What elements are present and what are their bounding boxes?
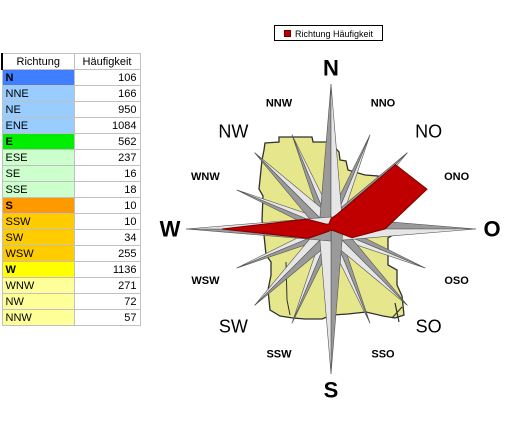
- compass-label-SO: SO: [416, 317, 442, 337]
- frequency-cell: 16: [73, 165, 141, 182]
- direction-cell: ESE: [1, 149, 75, 166]
- direction-cell: SE: [1, 165, 75, 182]
- header-frequency: Häufigkeit: [73, 53, 141, 70]
- frequency-cell: 271: [73, 277, 141, 294]
- table-header-row: Richtung Häufigkeit: [1, 53, 141, 70]
- direction-cell: W: [1, 261, 75, 278]
- table-row: SSW 10: [1, 213, 141, 230]
- compass-label-W: W: [160, 217, 181, 242]
- frequency-cell: 1084: [73, 117, 141, 134]
- frequency-cell: 237: [73, 149, 141, 166]
- frequency-cell: 1136: [73, 261, 141, 278]
- frequency-cell: 255: [73, 245, 141, 262]
- table-row: WNW 271: [1, 277, 141, 294]
- compass-label-SSW: SSW: [266, 349, 292, 361]
- compass-label-S: S: [324, 378, 339, 403]
- compass-label-O: O: [483, 217, 500, 242]
- compass-label-NNO: NNO: [371, 97, 396, 109]
- compass-label-WNW: WNW: [191, 171, 220, 183]
- table-row: WSW 255: [1, 245, 141, 262]
- compass-label-WSW: WSW: [191, 275, 220, 287]
- frequency-cell: 18: [73, 181, 141, 198]
- table-row: E 562: [1, 133, 141, 150]
- table-row: ESE 237: [1, 149, 141, 166]
- frequency-cell: 106: [73, 69, 141, 86]
- frequency-cell: 10: [73, 213, 141, 230]
- legend-swatch: [284, 30, 291, 37]
- compass-label-NW: NW: [218, 121, 248, 141]
- table-row: NNW 57: [1, 309, 141, 326]
- compass-label-ONO: ONO: [444, 171, 470, 183]
- compass-label-SSO: SSO: [371, 349, 395, 361]
- table-row: SSE 18: [1, 181, 141, 198]
- table-row: NE 950: [1, 101, 141, 118]
- frequency-polygon: [222, 163, 428, 239]
- direction-cell: NNE: [1, 85, 75, 102]
- table-row: S 10: [1, 197, 141, 214]
- table-row: NW 72: [1, 293, 141, 310]
- direction-cell: E: [1, 133, 75, 150]
- direction-cell: N: [1, 69, 75, 86]
- direction-cell: NW: [1, 293, 75, 310]
- table-row: ENE 1084: [1, 117, 141, 134]
- direction-cell: SSW: [1, 213, 75, 230]
- compass-label-SW: SW: [219, 317, 248, 337]
- direction-cell: WSW: [1, 245, 75, 262]
- frequency-cell: 562: [73, 133, 141, 150]
- table-row: N 106: [1, 69, 141, 86]
- table-row: W 1136: [1, 261, 141, 278]
- direction-cell: NE: [1, 101, 75, 118]
- frequency-cell: 166: [73, 85, 141, 102]
- map-feature-line: [391, 302, 403, 323]
- compass-label-N: N: [323, 56, 339, 81]
- table-row: SW 34: [1, 229, 141, 246]
- direction-cell: SSE: [1, 181, 75, 198]
- frequency-table: Richtung Häufigkeit N 106 NNE 166 NE 950 ENE 10…: [1, 53, 141, 326]
- frequency-cell: 10: [73, 197, 141, 214]
- legend-label: Richtung Häufigkeit: [295, 29, 374, 39]
- compass-label-NO: NO: [415, 121, 442, 141]
- compass-label-NNW: NNW: [266, 97, 293, 109]
- direction-cell: ENE: [1, 117, 75, 134]
- compass-spike-N-light: [330, 83, 344, 230]
- frequency-cell: 34: [73, 229, 141, 246]
- direction-cell: NNW: [1, 309, 75, 326]
- frequency-cell: 72: [73, 293, 141, 310]
- chart-legend: Richtung Häufigkeit: [274, 25, 383, 41]
- compass-label-OSO: OSO: [444, 275, 469, 287]
- direction-cell: S: [1, 197, 75, 214]
- direction-cell: WNW: [1, 277, 75, 294]
- table-row: SE 16: [1, 165, 141, 182]
- table-row: NNE 166: [1, 85, 141, 102]
- frequency-cell: 950: [73, 101, 141, 118]
- direction-cell: SW: [1, 229, 75, 246]
- header-direction: Richtung: [1, 53, 75, 70]
- frequency-cell: 57: [73, 309, 141, 326]
